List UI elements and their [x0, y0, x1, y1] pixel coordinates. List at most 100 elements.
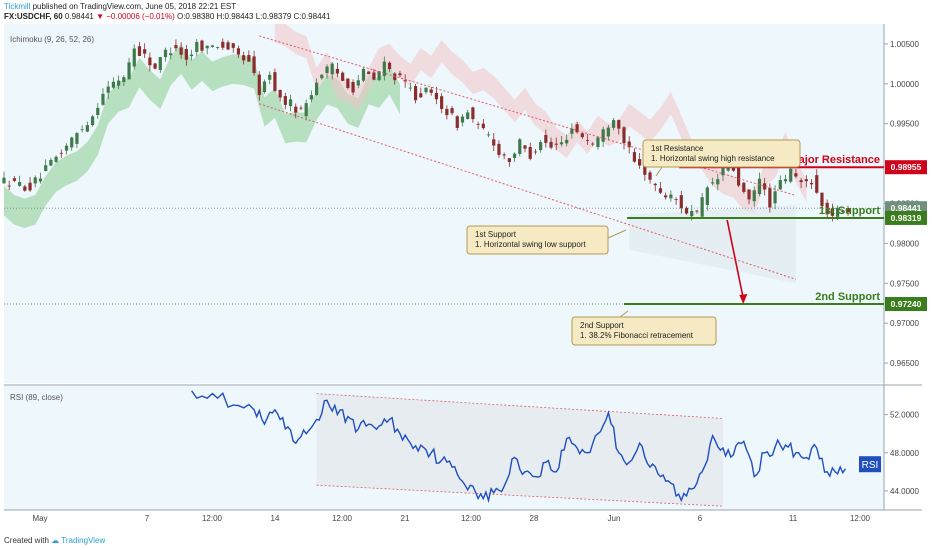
ichimoku-label: Ichimoku (9, 26, 52, 26) [10, 35, 94, 44]
candle-body [226, 42, 230, 50]
candle-body [54, 156, 58, 162]
candle-body [789, 168, 793, 182]
time-tick-label: 6 [698, 514, 703, 523]
first-support-callout-box [466, 225, 609, 255]
candle-body [403, 80, 407, 82]
candle-body [830, 208, 834, 216]
candle-body [523, 145, 527, 149]
candle-body [455, 116, 459, 128]
candle-body [174, 45, 178, 49]
candle-body [143, 49, 147, 54]
candle-body [33, 177, 37, 184]
candle-body [450, 108, 454, 114]
first-resistance-callout-box [642, 139, 801, 168]
candle-body [518, 139, 522, 154]
time-tick-label: 12:00 [202, 514, 223, 523]
price-tick-label: 1.00000 [890, 80, 919, 89]
candle-body [763, 183, 767, 190]
candle-body [684, 207, 689, 214]
first-support-badge-text: 0.98319 [891, 213, 922, 223]
candle-body [393, 73, 397, 81]
down-arrow-icon: ▼ [96, 12, 104, 21]
publisher-line: Tickmill published on TradingView.com, J… [4, 2, 236, 11]
candle-body [278, 89, 282, 98]
candle-body [846, 208, 850, 212]
candle-body [101, 93, 105, 105]
candle-body [757, 178, 762, 195]
candle-body [90, 116, 95, 126]
second-support-callout-text: 1. 38.2% Fibonacci retracement [580, 331, 694, 340]
time-tick-label: 7 [145, 514, 150, 523]
created-with-text: Created with [4, 536, 49, 545]
second-support-pointer [619, 310, 629, 318]
candle-body [367, 71, 371, 74]
publisher-name[interactable]: Tickmill [4, 2, 31, 11]
second-support-label: 2nd Support [815, 291, 880, 303]
candle-body [153, 63, 157, 69]
candle-body [59, 152, 63, 154]
ichimoku-cloud-bearish [274, 24, 807, 214]
candle-body [799, 180, 803, 183]
candle-body [148, 57, 152, 66]
candle-body [127, 62, 131, 80]
candle-body [346, 78, 350, 89]
candle-body [695, 210, 699, 212]
candle-body [648, 172, 652, 180]
candle-body [638, 159, 642, 166]
candle-body [705, 187, 709, 205]
first-support-label: 1st Support [819, 205, 880, 217]
second-support-badge [885, 297, 927, 312]
rsi-tick-label: 44.0000 [890, 487, 919, 496]
candle-body [304, 103, 308, 117]
candle-body [747, 189, 751, 200]
tradingview-link[interactable]: TradingView [61, 536, 106, 545]
candle-body [12, 178, 17, 181]
candle-body [528, 147, 532, 159]
candle-body [596, 137, 600, 148]
candle-body [778, 180, 782, 190]
symbol-line: FX:USDCHF, 60 0.98441 ▼ −0.00006 (−0.01%… [4, 12, 330, 21]
price-tick-label: 0.99500 [890, 120, 919, 129]
candle-body [341, 72, 345, 81]
candle-body [783, 179, 788, 182]
candle-body [7, 185, 11, 187]
rsi-line [191, 390, 846, 504]
candle-body [533, 151, 538, 153]
candle-body [320, 74, 324, 79]
candle-body [544, 135, 548, 143]
candle-body [502, 154, 506, 156]
candle-body [611, 120, 616, 128]
rsi-legend-text: RSI [862, 460, 879, 471]
first-support-badge [885, 210, 927, 225]
candle-body [351, 81, 355, 93]
candle-body [658, 188, 663, 193]
second-support-callout-box [571, 316, 717, 346]
rsi-indicator-label: RSI (89, close) [10, 393, 63, 402]
candle-body [106, 86, 110, 93]
candle-body [28, 182, 32, 191]
candle-body [257, 74, 261, 96]
candle-body [179, 47, 183, 55]
candle-body [841, 211, 845, 212]
candle-body [268, 74, 272, 80]
candle-body [169, 53, 173, 56]
first-resistance-callout-text: 1. Horizontal swing high resistance [651, 154, 775, 163]
candle-body [481, 123, 485, 129]
candle-body [299, 107, 303, 109]
candle-body [273, 72, 277, 91]
channel-projection-area [629, 205, 796, 284]
candle-body [559, 142, 564, 145]
candle-body [283, 96, 287, 105]
candle-body [507, 158, 511, 162]
tradingview-logo-icon[interactable]: ☁ [51, 536, 60, 545]
candle-body [460, 116, 465, 123]
candle-body [288, 99, 293, 107]
price-chart-svg[interactable]: Major Resistance 1st Support 2nd Support 1s… [0, 24, 932, 530]
candle-body [721, 167, 725, 176]
time-tick-label: 11 [789, 514, 798, 523]
candle-body [643, 166, 647, 175]
candle-body [408, 87, 412, 89]
candle-body [361, 68, 366, 81]
price-tick-label: 0.98000 [890, 239, 919, 248]
candle-body [737, 166, 741, 186]
